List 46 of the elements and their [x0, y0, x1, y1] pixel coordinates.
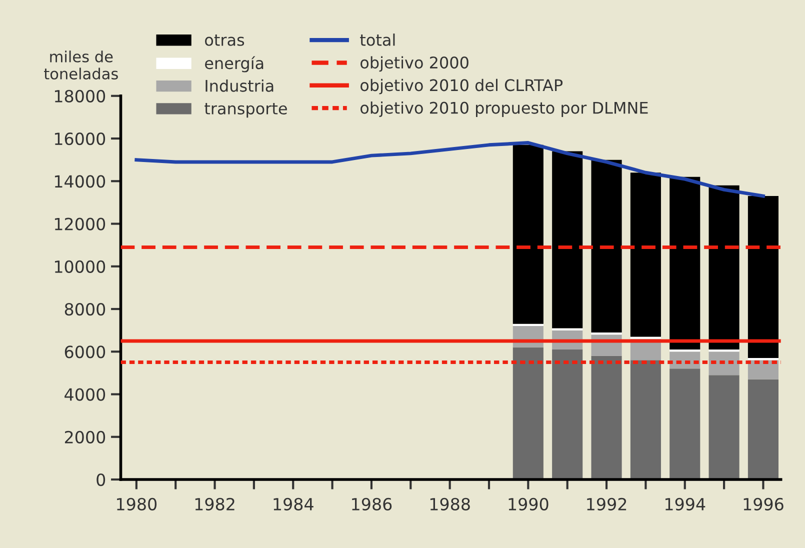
bar — [591, 332, 622, 335]
y-tick-label: 16000 — [54, 132, 106, 146]
bar — [591, 160, 622, 332]
y-tick-label: 2000 — [64, 430, 106, 444]
bar — [512, 347, 544, 480]
y-tick-label: 12000 — [54, 218, 106, 230]
y-tick-label: 10000 — [54, 260, 106, 273]
bar — [708, 185, 740, 350]
x-tick-label: 1982 — [195, 498, 234, 510]
bar — [591, 356, 622, 480]
bar — [630, 172, 661, 337]
x-tick-label: 1988 — [430, 498, 470, 510]
y-tick-label: 14000 — [54, 175, 106, 188]
y-tick-label: 0 — [96, 473, 106, 486]
legend-label: objetivo 2010 del CLRTAP — [360, 78, 563, 94]
legend-label: otras — [205, 34, 244, 46]
y-axis-title: miles de toneladas — [44, 50, 118, 80]
line-series — [134, 141, 765, 198]
y-tick-label: 6000 — [64, 346, 106, 358]
bar — [670, 176, 700, 350]
bar — [512, 324, 544, 326]
y-tick-label: 18000 — [54, 90, 106, 102]
x-tick-label: 1984 — [274, 498, 314, 510]
bar — [552, 151, 583, 328]
legend-label: Industria — [206, 79, 274, 92]
bar — [748, 379, 778, 480]
legend-label: objetivo 2010 propuesto por DLMNE — [360, 101, 648, 117]
bar — [670, 368, 700, 480]
bar — [708, 375, 740, 480]
legend-label: energía — [205, 56, 264, 72]
y-tick-label: 4000 — [64, 388, 106, 401]
y-tick-label: 8000 — [64, 302, 106, 316]
x-tick-label: 1996 — [744, 498, 784, 510]
x-tick-label: 1990 — [508, 498, 548, 510]
x-tick-label: 1986 — [352, 498, 392, 510]
legend-label: total — [360, 34, 395, 46]
bar — [708, 352, 740, 376]
legend-label: transporte — [204, 103, 287, 118]
bar — [512, 144, 544, 324]
x-tick-label: 1992 — [587, 498, 626, 510]
legend-label: objetivo 2000 — [360, 56, 468, 72]
bar — [748, 196, 778, 358]
x-tick-label: 1980 — [117, 498, 157, 510]
bar — [630, 360, 661, 480]
x-tick-label: 1994 — [665, 498, 706, 510]
bar — [552, 350, 583, 480]
